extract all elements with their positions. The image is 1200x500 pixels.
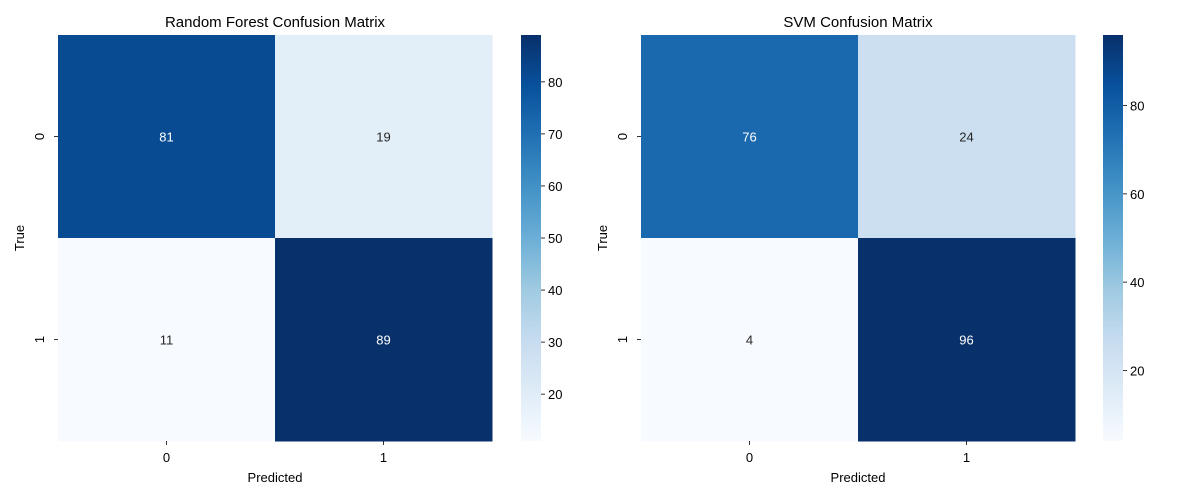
colorbar-tick-label: 80 (548, 75, 562, 90)
x-axis-label: Predicted (831, 470, 886, 485)
heatmap-cell (275, 238, 493, 442)
colorbar (1103, 35, 1123, 441)
y-axis-label: True (595, 225, 610, 251)
x-axis-label: Predicted (248, 470, 303, 485)
cell-label: 96 (959, 333, 973, 348)
y-tick-label: 1 (32, 336, 47, 343)
x-tick-label: 1 (380, 450, 387, 465)
cell-label: 4 (746, 333, 753, 348)
cell-label: 89 (376, 333, 390, 348)
x-tick-label: 0 (746, 450, 753, 465)
colorbar-tick-label: 40 (1130, 275, 1144, 290)
y-tick-label: 0 (32, 133, 47, 140)
cell-label: 19 (376, 130, 390, 145)
colorbar-tick-label: 30 (548, 335, 562, 350)
heatmap-cell (275, 35, 493, 239)
colorbar-tick-label: 40 (548, 283, 562, 298)
y-tick-label: 0 (615, 133, 630, 140)
heatmap-cell (58, 35, 276, 239)
heatmap-cell (641, 238, 859, 442)
cell-label: 81 (159, 130, 173, 145)
heatmap-cell (858, 238, 1076, 442)
heatmap-random-forest: Random Forest Confusion Matrix Predicted… (12, 14, 562, 485)
x-tick-label: 1 (963, 450, 970, 465)
colorbar-tick-label: 50 (548, 231, 562, 246)
colorbar-tick-label: 20 (548, 387, 562, 402)
cell-label: 24 (959, 130, 973, 145)
heatmap-cell (858, 35, 1076, 239)
colorbar-tick-label: 60 (548, 179, 562, 194)
colorbar-tick-label: 70 (548, 127, 562, 142)
heatmap-cell (641, 35, 859, 239)
cell-label: 76 (742, 130, 756, 145)
chart-title: SVM Confusion Matrix (783, 14, 933, 31)
y-tick-label: 1 (615, 336, 630, 343)
colorbar-tick-label: 80 (1130, 99, 1144, 114)
heatmap-svm: SVM Confusion Matrix Predicted True 76 24… (595, 14, 1144, 485)
chart-title: Random Forest Confusion Matrix (165, 14, 386, 31)
colorbar-tick-label: 20 (1130, 363, 1144, 378)
y-axis-label: True (12, 225, 27, 251)
colorbar (521, 35, 541, 441)
colorbar-tick-label: 60 (1130, 187, 1144, 202)
cell-label: 11 (160, 333, 174, 348)
x-tick-label: 0 (163, 450, 170, 465)
heatmap-cell (58, 238, 276, 442)
